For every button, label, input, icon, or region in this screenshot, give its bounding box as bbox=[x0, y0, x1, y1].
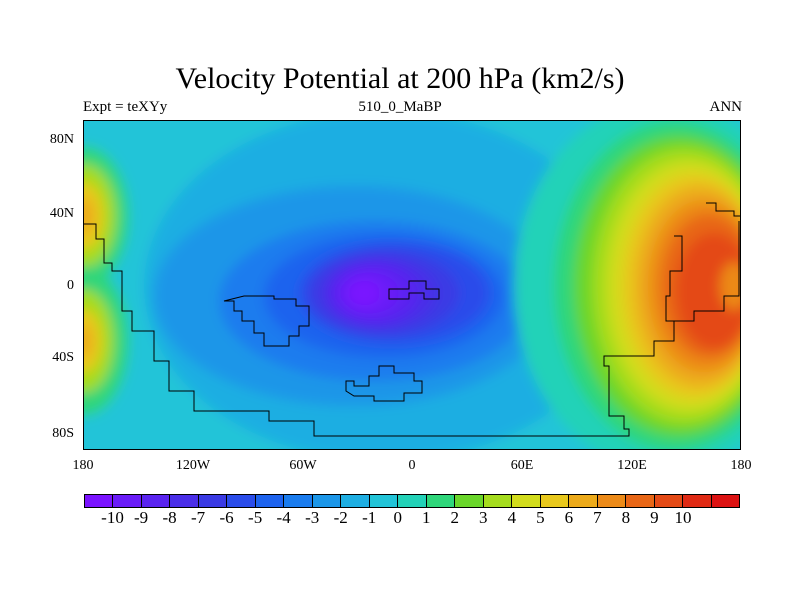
colorbar-box bbox=[455, 495, 484, 507]
colorbar-label: 7 bbox=[593, 508, 602, 527]
colorbar-label: 3 bbox=[479, 508, 488, 527]
pos-contour-10 bbox=[676, 233, 740, 349]
colorbar-box bbox=[284, 495, 313, 507]
lon-label-180e: 180 bbox=[730, 458, 752, 473]
colorbar-box bbox=[711, 495, 740, 507]
west-north-contour-4 bbox=[84, 198, 94, 234]
colorbar bbox=[84, 494, 740, 508]
colorbar-label: -6 bbox=[219, 508, 234, 527]
coastline-island-1 bbox=[223, 295, 310, 347]
colorbar-box bbox=[512, 495, 541, 507]
colorbar-box bbox=[198, 495, 228, 507]
contour-map bbox=[84, 121, 740, 449]
colorbar-label: -5 bbox=[248, 508, 263, 527]
coastline-island-3 bbox=[388, 280, 440, 300]
lon-label-0: 0 bbox=[408, 458, 416, 473]
lat-label-80s: 80S bbox=[52, 426, 74, 441]
west-south-contour-3 bbox=[84, 309, 102, 373]
colorbar-label: 4 bbox=[507, 508, 517, 527]
colorbar-box bbox=[540, 495, 570, 507]
coastline-maritime bbox=[665, 235, 683, 322]
experiment-label: Expt = teXYy bbox=[83, 99, 168, 115]
colorbar-box bbox=[227, 495, 256, 507]
lat-label-40s: 40S bbox=[52, 350, 74, 365]
colorbar-label: 6 bbox=[564, 508, 574, 527]
colorbar-box bbox=[569, 495, 598, 507]
lon-label-120e: 120E bbox=[617, 458, 647, 473]
lon-label-180w: 180 bbox=[72, 458, 94, 473]
colorbar-box bbox=[141, 495, 171, 507]
colorbar-box bbox=[312, 495, 342, 507]
pos-inner-dip bbox=[720, 262, 740, 310]
coastline-south-america-antarctica bbox=[84, 221, 740, 437]
lon-label-120w: 120W bbox=[175, 458, 211, 473]
lat-label-40n: 40N bbox=[49, 206, 74, 221]
colorbar-box bbox=[426, 495, 456, 507]
coastline-east-asia bbox=[706, 202, 740, 217]
colorbar-label: -2 bbox=[333, 508, 348, 527]
colorbar-box bbox=[85, 495, 114, 507]
season-label: ANN bbox=[709, 99, 743, 115]
colorbar-label: -4 bbox=[276, 508, 291, 527]
lat-label-eq: 0 bbox=[67, 278, 74, 293]
colorbar-label: 9 bbox=[650, 508, 659, 527]
lon-label-60w: 60W bbox=[289, 458, 317, 473]
colorbar-label: -9 bbox=[133, 508, 149, 527]
contour-field bbox=[84, 121, 740, 449]
colorbar-box bbox=[369, 495, 399, 507]
colorbar-label: 2 bbox=[450, 508, 460, 527]
case-label: 510_0_MaBP bbox=[358, 99, 442, 115]
west-south-contour-4 bbox=[84, 325, 92, 357]
colorbar-label: 10 bbox=[674, 508, 692, 527]
colorbar-label: 0 bbox=[393, 508, 402, 527]
coastlines bbox=[84, 202, 740, 437]
colorbar-label: -7 bbox=[190, 508, 206, 527]
lon-label-60e: 60E bbox=[510, 458, 534, 473]
lat-label-80n: 80N bbox=[49, 132, 74, 147]
colorbar-label: 8 bbox=[621, 508, 631, 527]
neg-contour-10 bbox=[348, 280, 380, 306]
colorbar-label: -8 bbox=[162, 508, 177, 527]
colorbar-box bbox=[341, 495, 370, 507]
colorbar-box bbox=[113, 495, 142, 507]
colorbar-box bbox=[398, 495, 427, 507]
map-panel bbox=[83, 120, 741, 450]
coastline-island-2 bbox=[345, 365, 423, 402]
colorbar-label: 1 bbox=[422, 508, 431, 527]
colorbar-box bbox=[597, 495, 627, 507]
colorbar-label: -3 bbox=[305, 508, 320, 527]
colorbar-box bbox=[483, 495, 513, 507]
colorbar-box bbox=[255, 495, 285, 507]
colorbar-label: -10 bbox=[101, 508, 124, 527]
colorbar-box bbox=[654, 495, 684, 507]
colorbar-box bbox=[626, 495, 655, 507]
colorbar-label: -1 bbox=[362, 508, 377, 527]
colorbar-label: 5 bbox=[536, 508, 545, 527]
plot-title: Velocity Potential at 200 hPa (km2/s) bbox=[175, 62, 625, 95]
colorbar-box bbox=[683, 495, 712, 507]
colorbar-box bbox=[170, 495, 199, 507]
